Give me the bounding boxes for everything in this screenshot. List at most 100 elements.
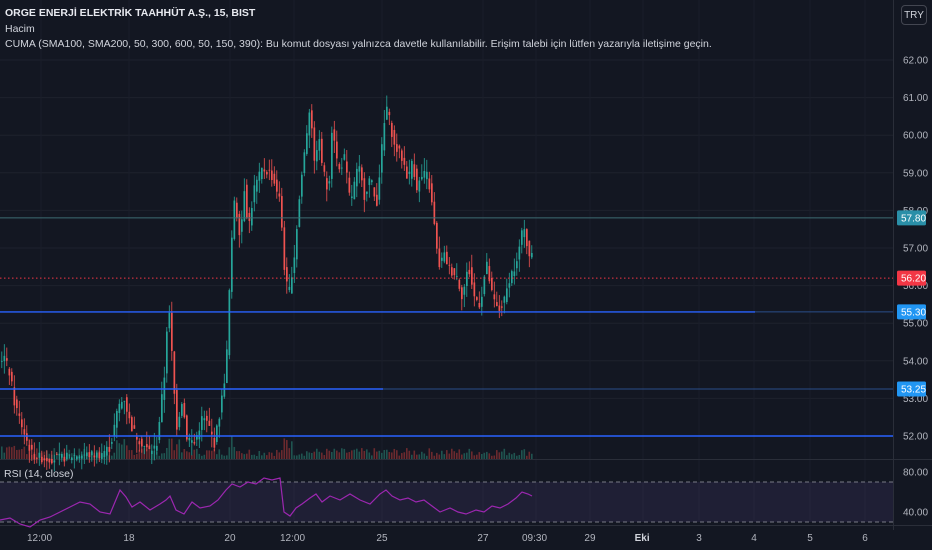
volume-bar — [238, 451, 241, 459]
volume-bar — [293, 455, 296, 459]
rsi-legend[interactable]: RSI (14, close) — [4, 468, 74, 480]
candle — [266, 171, 268, 175]
candle — [223, 383, 226, 397]
candle — [123, 400, 126, 402]
price-tick-label: 61.00 — [903, 93, 928, 104]
volume-bar — [23, 446, 26, 459]
volume-bar — [116, 440, 118, 459]
volume-bar — [371, 455, 373, 459]
symbol-title[interactable]: ORGE ENERJİ ELEKTRİK TAAHHÜT A.Ş., 15, B… — [5, 7, 256, 19]
volume-bar — [526, 455, 528, 459]
price-tick-label: 57.00 — [903, 244, 928, 255]
volume-bar — [471, 451, 473, 459]
price-tag-bg — [897, 381, 926, 397]
volume-bar — [288, 448, 291, 459]
candle — [438, 248, 441, 268]
volume-bar — [271, 452, 273, 459]
volume-bar — [468, 448, 471, 459]
candle — [136, 436, 138, 440]
price-tick-label: 59.00 — [903, 168, 928, 179]
price-tag-label: 57.80 — [901, 213, 926, 224]
candle — [376, 194, 378, 206]
volume-bar — [13, 445, 16, 459]
candle — [306, 133, 308, 154]
candle — [286, 267, 288, 282]
price-tag-label: 56.20 — [901, 274, 926, 285]
candle — [68, 454, 71, 456]
candle — [381, 144, 383, 173]
price-tick-label: 56.00 — [903, 281, 928, 292]
candle — [453, 268, 456, 276]
volume-bar — [221, 454, 223, 459]
candle — [233, 200, 236, 239]
candle — [316, 150, 318, 162]
candle — [98, 452, 101, 459]
candle — [26, 433, 28, 441]
volume-bar — [436, 452, 438, 459]
candle — [108, 446, 111, 452]
time-tick-label: 25 — [376, 533, 388, 544]
candle — [81, 455, 83, 459]
price-tick-label: 54.00 — [903, 356, 928, 367]
candle — [36, 457, 38, 459]
candle — [483, 276, 486, 295]
volume-bar — [131, 450, 133, 459]
candle — [241, 219, 243, 232]
volume-bar — [156, 451, 158, 459]
volume-bar — [278, 452, 281, 459]
candle — [268, 169, 271, 171]
candle — [428, 178, 431, 190]
volume-bar — [258, 451, 261, 459]
volume-bar — [346, 452, 348, 459]
candle — [218, 418, 221, 427]
volume-bar — [296, 455, 298, 459]
candle — [518, 246, 521, 260]
volume-bar — [381, 452, 383, 459]
volume-bar — [243, 454, 246, 459]
candle — [368, 178, 371, 185]
candle — [476, 297, 478, 300]
candle — [521, 230, 523, 245]
candle — [311, 110, 313, 129]
candle — [251, 208, 253, 226]
candle — [253, 185, 256, 203]
candle — [303, 152, 306, 174]
volume-bar — [528, 451, 531, 459]
volume-legend[interactable]: Hacim — [5, 23, 35, 35]
candle — [158, 421, 161, 441]
volume-bar — [348, 452, 351, 459]
volume-bar — [378, 450, 381, 459]
volume-bar — [331, 452, 333, 459]
volume-bar — [336, 450, 338, 459]
candle — [486, 261, 488, 275]
candle — [143, 446, 146, 447]
candle — [323, 165, 326, 172]
volume-bar — [228, 447, 231, 459]
candle — [83, 454, 86, 456]
volume-bar — [283, 438, 286, 459]
volume-bar — [503, 448, 506, 459]
volume-bar — [286, 440, 288, 459]
indicator-legend[interactable]: CUMA (SMA100, SMA200, 50, 300, 600, 50, … — [5, 38, 712, 50]
candle — [441, 257, 443, 261]
volume-bar — [166, 447, 168, 459]
time-tick-label: 20 — [224, 533, 236, 544]
volume-bar — [441, 450, 443, 459]
volume-bar — [276, 449, 278, 459]
currency-button[interactable]: TRY — [901, 5, 927, 25]
volume-bar — [251, 454, 253, 459]
volume-bar — [326, 448, 328, 459]
time-tick-label: 27 — [477, 533, 489, 544]
candle — [386, 106, 388, 120]
volume-bar — [203, 454, 206, 459]
candle — [28, 444, 31, 451]
candle — [171, 312, 173, 351]
volume-bar — [1, 446, 3, 459]
candle — [1, 361, 3, 362]
volume-bar — [198, 453, 201, 459]
candle — [133, 425, 136, 429]
candle — [113, 424, 116, 436]
candle — [48, 458, 51, 463]
candle — [291, 277, 293, 294]
